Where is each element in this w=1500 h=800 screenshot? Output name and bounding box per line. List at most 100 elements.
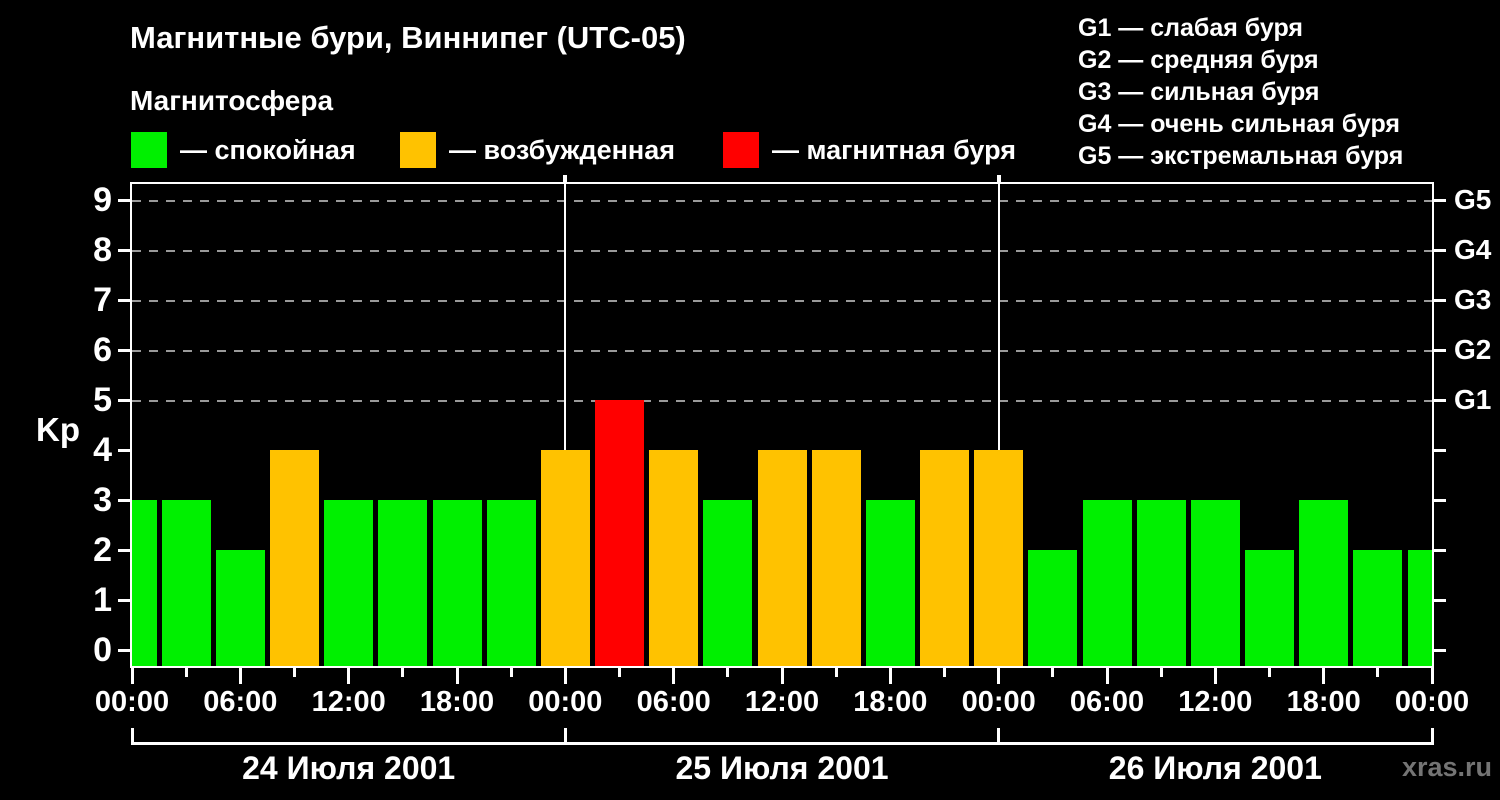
page-title: Магнитные бури, Виннипег (UTC-05) xyxy=(130,20,686,55)
y-axis-tick xyxy=(118,649,130,652)
plot-area xyxy=(130,182,1434,668)
y-axis-tick xyxy=(118,249,130,252)
date-bracket-tick xyxy=(997,728,1001,745)
kp-bar-storm xyxy=(595,400,644,666)
day-label: 26 Июля 2001 xyxy=(1108,750,1322,786)
x-tick-label: 18:00 xyxy=(419,686,495,718)
watermark: xras.ru xyxy=(1401,752,1492,782)
x-tick-label: 00:00 xyxy=(94,686,170,718)
y-tick-label: 5 xyxy=(93,381,112,419)
y-grid-line xyxy=(132,300,1432,302)
x-axis-minor-tick xyxy=(1159,668,1163,677)
y-axis-tick xyxy=(118,449,130,452)
kp-bar-quiet xyxy=(1245,550,1294,666)
x-axis-minor-tick xyxy=(184,668,188,677)
y-axis-tick xyxy=(118,299,130,302)
day-label: 25 Июля 2001 xyxy=(675,750,889,786)
x-axis-minor-tick xyxy=(943,668,946,677)
y-axis-tick xyxy=(118,199,130,202)
kp-bar-quiet xyxy=(161,500,211,666)
y-axis-tick xyxy=(118,349,130,352)
x-tick-label: 18:00 xyxy=(853,686,928,718)
g-scale-legend: G1 — слабая буря G2 — средняя буря G3 — … xyxy=(1078,12,1403,172)
kp-bar-quiet xyxy=(1136,500,1186,666)
x-tick-label: 00:00 xyxy=(961,686,1036,718)
x-axis-minor-tick xyxy=(509,668,513,677)
legend-item-excited: — возбужденная xyxy=(400,132,675,168)
g-axis-label: G1 xyxy=(1454,384,1492,415)
right-axis-tick xyxy=(1434,199,1446,202)
right-axis-tick xyxy=(1434,299,1446,302)
right-axis-tick xyxy=(1434,399,1446,402)
right-axis-tick xyxy=(1434,499,1446,502)
x-axis-major-tick xyxy=(347,668,351,684)
g-scale-legend-row: G1 — слабая буря xyxy=(1078,14,1304,42)
day-boundary-line xyxy=(564,184,567,666)
y-axis-tick xyxy=(118,549,130,552)
x-tick-label: 06:00 xyxy=(203,686,278,718)
date-bracket-tick xyxy=(563,728,567,745)
y-tick-label: 4 xyxy=(93,431,112,469)
date-bracket-line xyxy=(131,742,1433,745)
kp-bar-quiet xyxy=(1353,550,1403,666)
g-axis-label: G3 xyxy=(1454,284,1492,315)
y-tick-label: 0 xyxy=(93,631,112,669)
day-boundary-tick xyxy=(563,175,568,184)
x-axis-major-tick xyxy=(1105,668,1109,684)
kp-bar-quiet xyxy=(486,500,536,666)
x-axis-minor-tick xyxy=(618,668,621,677)
x-axis-major-tick xyxy=(888,668,892,684)
day-label: 24 Июля 2001 xyxy=(242,750,456,786)
x-axis-minor-tick xyxy=(1268,668,1271,677)
g-scale-legend-row: G5 — экстремальная буря xyxy=(1078,142,1404,170)
right-axis-tick xyxy=(1434,349,1446,352)
legend-label: — спокойная xyxy=(180,134,356,165)
kp-bar-quiet xyxy=(324,500,374,666)
kp-bar-quiet xyxy=(865,500,915,666)
x-tick-label: 06:00 xyxy=(1069,686,1145,718)
kp-bar-quiet xyxy=(378,500,428,666)
legend-item-storm: — магнитная буря xyxy=(723,132,1016,168)
g-scale-legend-row: G4 — очень сильная буря xyxy=(1078,110,1400,138)
x-tick-label: 12:00 xyxy=(311,686,386,718)
x-tick-label: 18:00 xyxy=(1286,686,1361,718)
kp-bar-quiet xyxy=(703,500,753,666)
right-axis-tick xyxy=(1434,249,1446,252)
y-tick-label: 9 xyxy=(93,181,112,219)
y-grid-line xyxy=(132,400,1432,402)
x-tick-label: 00:00 xyxy=(528,686,603,718)
x-axis-minor-tick xyxy=(1051,668,1055,677)
kp-bar-excited xyxy=(920,450,969,666)
x-axis-major-tick xyxy=(1322,668,1326,684)
x-axis-major-tick xyxy=(997,668,1001,684)
excited-color-swatch xyxy=(400,132,436,168)
legend-label: — магнитная буря xyxy=(772,134,1016,165)
y-tick-label: 2 xyxy=(93,531,112,569)
x-axis-major-tick xyxy=(130,668,134,684)
kp-bar-quiet xyxy=(1082,500,1132,666)
x-axis-major-tick xyxy=(238,668,242,684)
kp-bar-quiet xyxy=(432,500,482,666)
y-tick-label: 8 xyxy=(93,231,112,269)
g-scale-legend-row: G3 — сильная буря xyxy=(1078,78,1320,106)
kp-bar-excited xyxy=(811,450,861,666)
x-axis-minor-tick xyxy=(1376,668,1380,677)
day-boundary-line xyxy=(997,184,1000,666)
quiet-color-swatch xyxy=(131,132,167,168)
storm-color-swatch xyxy=(723,132,759,168)
legend-item-quiet: — спокойная xyxy=(131,132,356,168)
kp-bar-excited xyxy=(974,450,1024,666)
date-bracket-tick xyxy=(130,728,134,745)
kp-bar-quiet xyxy=(215,550,265,666)
x-tick-label: 06:00 xyxy=(636,686,711,718)
x-axis-minor-tick xyxy=(726,668,730,677)
y-tick-label: 7 xyxy=(93,281,112,319)
g-axis-label: G2 xyxy=(1454,334,1492,365)
kp-bar-excited xyxy=(270,450,319,666)
chart-subtitle: Магнитосфера xyxy=(130,85,334,116)
right-axis-tick xyxy=(1434,549,1446,552)
x-axis-minor-tick xyxy=(401,668,405,677)
y-grid-line xyxy=(132,250,1432,252)
x-axis-major-tick xyxy=(455,668,459,684)
y-axis-tick xyxy=(118,399,130,402)
